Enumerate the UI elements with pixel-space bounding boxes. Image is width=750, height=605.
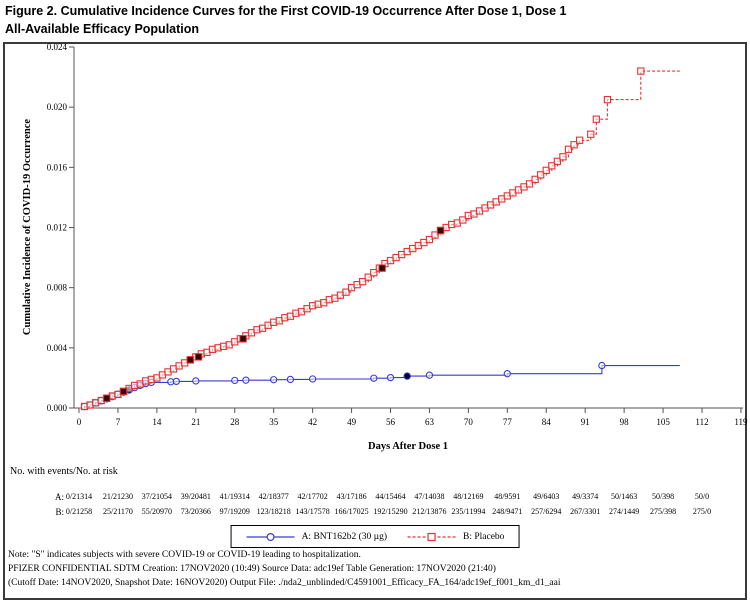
risk-value: 212/13876 — [412, 507, 447, 516]
risk-value: 257/6294 — [531, 507, 562, 516]
risk-value: 43/17186 — [336, 492, 367, 501]
risk-value: 47/14038 — [414, 492, 445, 501]
risk-value: 274/1449 — [609, 507, 640, 516]
risk-value: 166/17025 — [334, 507, 369, 516]
risk-value: 235/11994 — [451, 507, 486, 516]
risk-value: 0/21314 — [65, 492, 93, 501]
risk-value: 275/398 — [649, 507, 677, 516]
risk-value: 275/0 — [692, 507, 712, 516]
risk-value: 50/398 — [651, 492, 675, 501]
risk-value: 97/19209 — [219, 507, 250, 516]
figure-title-line1: Figure 2. Cumulative Incidence Curves fo… — [5, 4, 567, 18]
note-cutoff-output-file: (Cutoff Date: 14NOV2020, Snapshot Date: … — [8, 578, 561, 588]
risk-value: 73/20366 — [180, 507, 211, 516]
risk-value: 143/17578 — [295, 507, 330, 516]
legend-label-bnt162b2: A: BNT162b2 (30 µg) — [301, 531, 387, 542]
risk-value: 267/3301 — [570, 507, 601, 516]
risk-value: 48/12169 — [453, 492, 484, 501]
risk-value: 55/20970 — [141, 507, 172, 516]
risk-value: 44/15464 — [375, 492, 406, 501]
legend-item-bnt162b2: A: BNT162b2 (30 µg) — [246, 531, 387, 543]
legend: A: BNT162b2 (30 µg) B: Placebo — [230, 525, 520, 548]
risk-value: 37/21054 — [141, 492, 172, 501]
risk-value: 192/15290 — [373, 507, 408, 516]
risk-value: 48/9591 — [494, 492, 521, 501]
risk-table-row-b: B: 0/21258 25/21170 55/20970 73/20366 97/192… — [0, 507, 750, 519]
risk-value: 248/9471 — [492, 507, 523, 516]
risk-value: 49/6403 — [533, 492, 560, 501]
legend-label-placebo: B: Placebo — [463, 531, 505, 542]
risk-value: 50/0 — [694, 492, 710, 501]
legend-line-placebo-icon — [408, 532, 456, 541]
figure-title-line2: All-Available Efficacy Population — [5, 21, 200, 36]
risk-value: 41/19314 — [219, 492, 250, 501]
risk-table-caption: No. with events/No. at risk — [10, 466, 118, 477]
note-confidential-sdtm: PFIZER CONFIDENTIAL SDTM Creation: 17NOV… — [8, 564, 496, 574]
risk-table-row-a: A: 0/21314 21/21230 37/21054 39/20481 41/193… — [0, 492, 750, 504]
risk-value: 123/18218 — [256, 507, 291, 516]
risk-row-a-label: A: — [55, 492, 64, 502]
figure-title: Figure 2. Cumulative Incidence Curves fo… — [5, 3, 745, 38]
risk-value: 42/18377 — [258, 492, 289, 501]
risk-value: 0/21258 — [65, 507, 93, 516]
note-severe-definition: Note: "S" indicates subjects with severe… — [8, 550, 361, 560]
risk-value: 49/3374 — [572, 492, 599, 501]
risk-value: 42/17702 — [297, 492, 328, 501]
risk-value: 25/21170 — [102, 507, 133, 516]
risk-value: 39/20481 — [180, 492, 211, 501]
legend-line-bnt162b2-icon — [246, 532, 295, 541]
risk-row-b-label: B: — [55, 507, 64, 517]
legend-item-placebo: B: Placebo — [407, 531, 504, 543]
risk-value: 21/21230 — [102, 492, 134, 501]
risk-value: 50/1463 — [611, 492, 638, 501]
